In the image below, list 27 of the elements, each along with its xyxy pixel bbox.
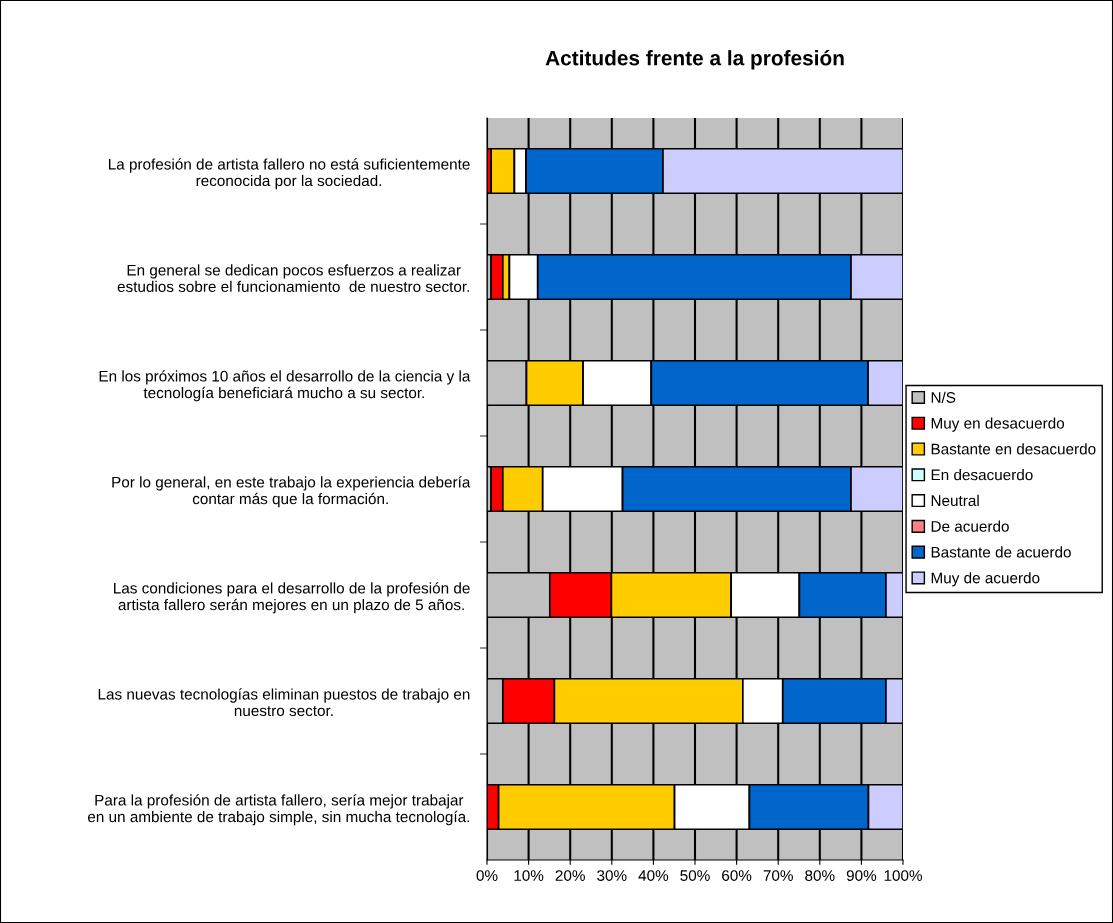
y-tick-label: Para la profesión de artista fallero, sería mejor trabajar en un ambiente de trabajo simple, sin mucha tecnología. <box>87 794 469 826</box>
legend-label: De acuerdo <box>931 520 1009 532</box>
x-tick-label: 60% <box>722 870 752 881</box>
y-tick-label: Por lo general, en este trabajo la experiencia debería contar más que la formación. <box>112 476 471 508</box>
x-tick-label: 40% <box>638 870 669 881</box>
legend-label: Muy de acuerdo <box>931 572 1040 587</box>
x-tick-label: 80% <box>805 870 835 881</box>
y-tick-label: En general se dedican pocos esfuerzos a realizar estudios sobre el funcionamiento de nuestro sector. <box>117 264 469 293</box>
legend-label: Bastante en desacuerdo <box>931 443 1096 455</box>
legend-label: Muy en desacuerdo <box>931 417 1065 432</box>
legend-label: En desacuerdo <box>931 469 1033 481</box>
x-tick-label: 70% <box>763 870 793 881</box>
x-tick-label: 100% <box>884 870 922 881</box>
y-tick-label: Las condiciones para el desarrollo de la profesión de artista fallero serán mejores en un plazo de 5 años. <box>114 582 470 614</box>
x-tick-label: 30% <box>597 870 627 881</box>
x-tick-label: 0% <box>476 870 498 881</box>
x-tick-label: 20% <box>555 870 585 881</box>
y-tick-label: La profesión de artista fallero no está suficientemente reconocida por la sociedad. <box>108 158 470 190</box>
legend-label: Neutral <box>931 494 979 507</box>
chart-title: Actitudes frente a la profesión <box>545 49 844 70</box>
x-tick-label: 50% <box>680 870 710 881</box>
x-tick-label: 90% <box>846 870 877 881</box>
legend-label: Bastante de acuerdo <box>931 546 1071 558</box>
legend-label: N/S <box>931 391 956 403</box>
y-tick-label: En los próximos 10 años el desarrollo de la ciencia y la tecnología beneficiará mucho a su sector. <box>99 370 471 402</box>
y-tick-label: Las nuevas tecnologías eliminan puestos de trabajo en nuestro sector. <box>98 688 470 717</box>
x-tick-label: 10% <box>514 870 544 881</box>
